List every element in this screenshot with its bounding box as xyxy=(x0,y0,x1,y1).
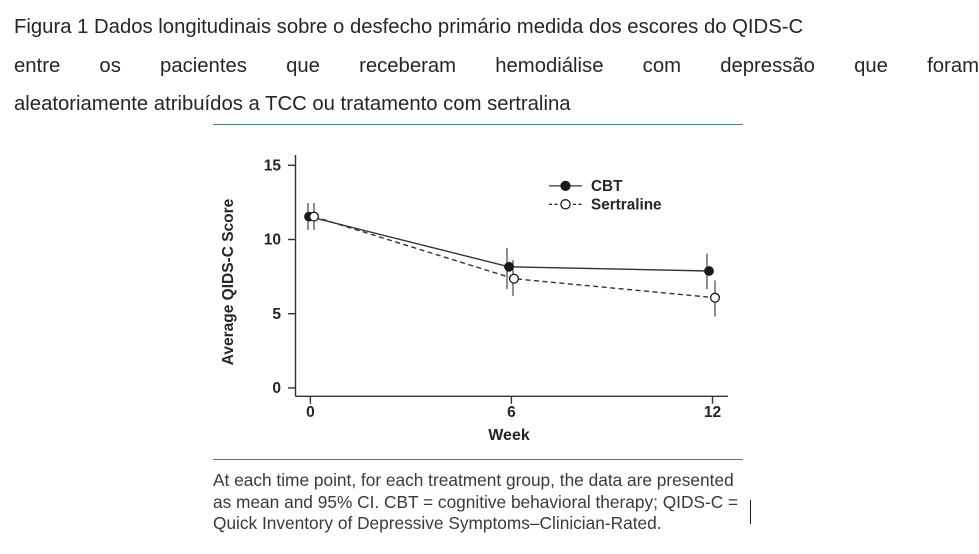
svg-text:12: 12 xyxy=(704,404,721,421)
svg-text:Sertraline: Sertraline xyxy=(591,196,662,213)
svg-text:10: 10 xyxy=(264,232,281,249)
svg-text:Week: Week xyxy=(488,427,530,444)
svg-text:Average QIDS-C Score: Average QIDS-C Score xyxy=(220,198,237,365)
svg-text:15: 15 xyxy=(264,158,282,175)
svg-text:0: 0 xyxy=(306,404,315,421)
svg-text:0: 0 xyxy=(272,380,281,397)
svg-text:5: 5 xyxy=(272,306,281,323)
svg-text:6: 6 xyxy=(507,404,516,421)
svg-text:CBT: CBT xyxy=(591,178,623,195)
